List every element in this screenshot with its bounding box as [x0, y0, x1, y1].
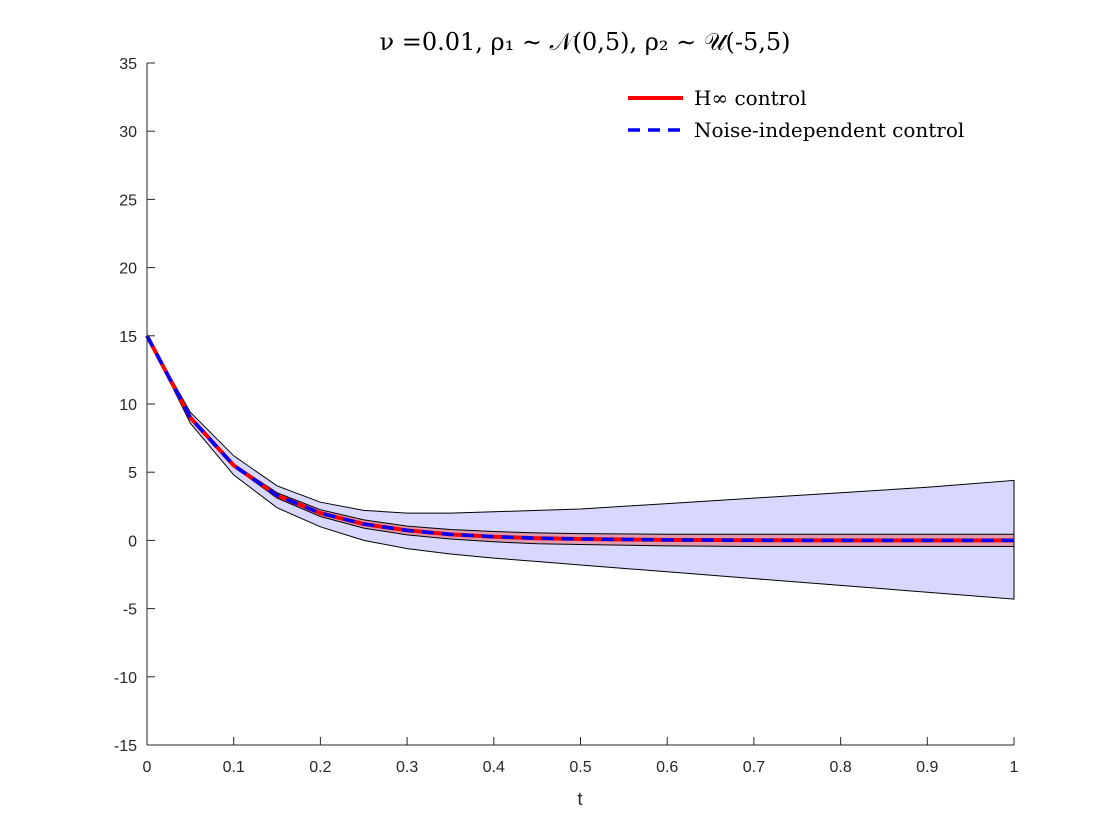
- x-tick-label: 0: [143, 759, 152, 776]
- y-tick-label: 5: [128, 465, 137, 482]
- legend: H∞ control Noise-independent control: [628, 86, 964, 142]
- y-tick-label: 0: [128, 533, 137, 550]
- y-tick-label: 20: [119, 261, 137, 278]
- series-line-2: [145, 334, 1014, 543]
- x-tick-label: 1: [1010, 759, 1019, 776]
- y-tick-label: 10: [119, 397, 137, 414]
- y-axis-ticks: -15 -10 -5 0 5 10 15 20 25 30 35: [114, 56, 155, 755]
- legend-label-1: H∞ control: [694, 86, 807, 110]
- chart-title: ν =0.01, ρ₁ ∼ 𝒩(0,5), ρ₂ ∼ 𝒰(-5,5): [380, 28, 791, 56]
- y-tick-label: 25: [119, 192, 137, 209]
- y-tick-label: -5: [123, 602, 137, 619]
- x-tick-label: 0.9: [916, 759, 938, 776]
- y-tick-label: 35: [119, 56, 137, 73]
- legend-label-2: Noise-independent control: [694, 118, 964, 142]
- y-tick-label: 15: [119, 329, 137, 346]
- y-tick-label: 30: [119, 124, 137, 141]
- x-tick-label: 0.2: [309, 759, 331, 776]
- x-tick-label: 0.7: [743, 759, 765, 776]
- x-tick-label: 0.8: [829, 759, 851, 776]
- x-tick-label: 0.1: [223, 759, 245, 776]
- x-tick-label: 0.3: [396, 759, 418, 776]
- y-tick-label: -10: [114, 670, 137, 687]
- x-axis-label: t: [577, 789, 582, 809]
- x-tick-label: 0.5: [569, 759, 591, 776]
- x-tick-label: 0.6: [656, 759, 678, 776]
- y-tick-label: -15: [114, 738, 137, 755]
- x-axis-ticks: 0 0.1 0.2 0.3 0.4 0.5 0.6 0.7 0.8 0.9 1: [143, 737, 1019, 776]
- x-tick-label: 0.4: [483, 759, 505, 776]
- series-lines: [145, 334, 1014, 543]
